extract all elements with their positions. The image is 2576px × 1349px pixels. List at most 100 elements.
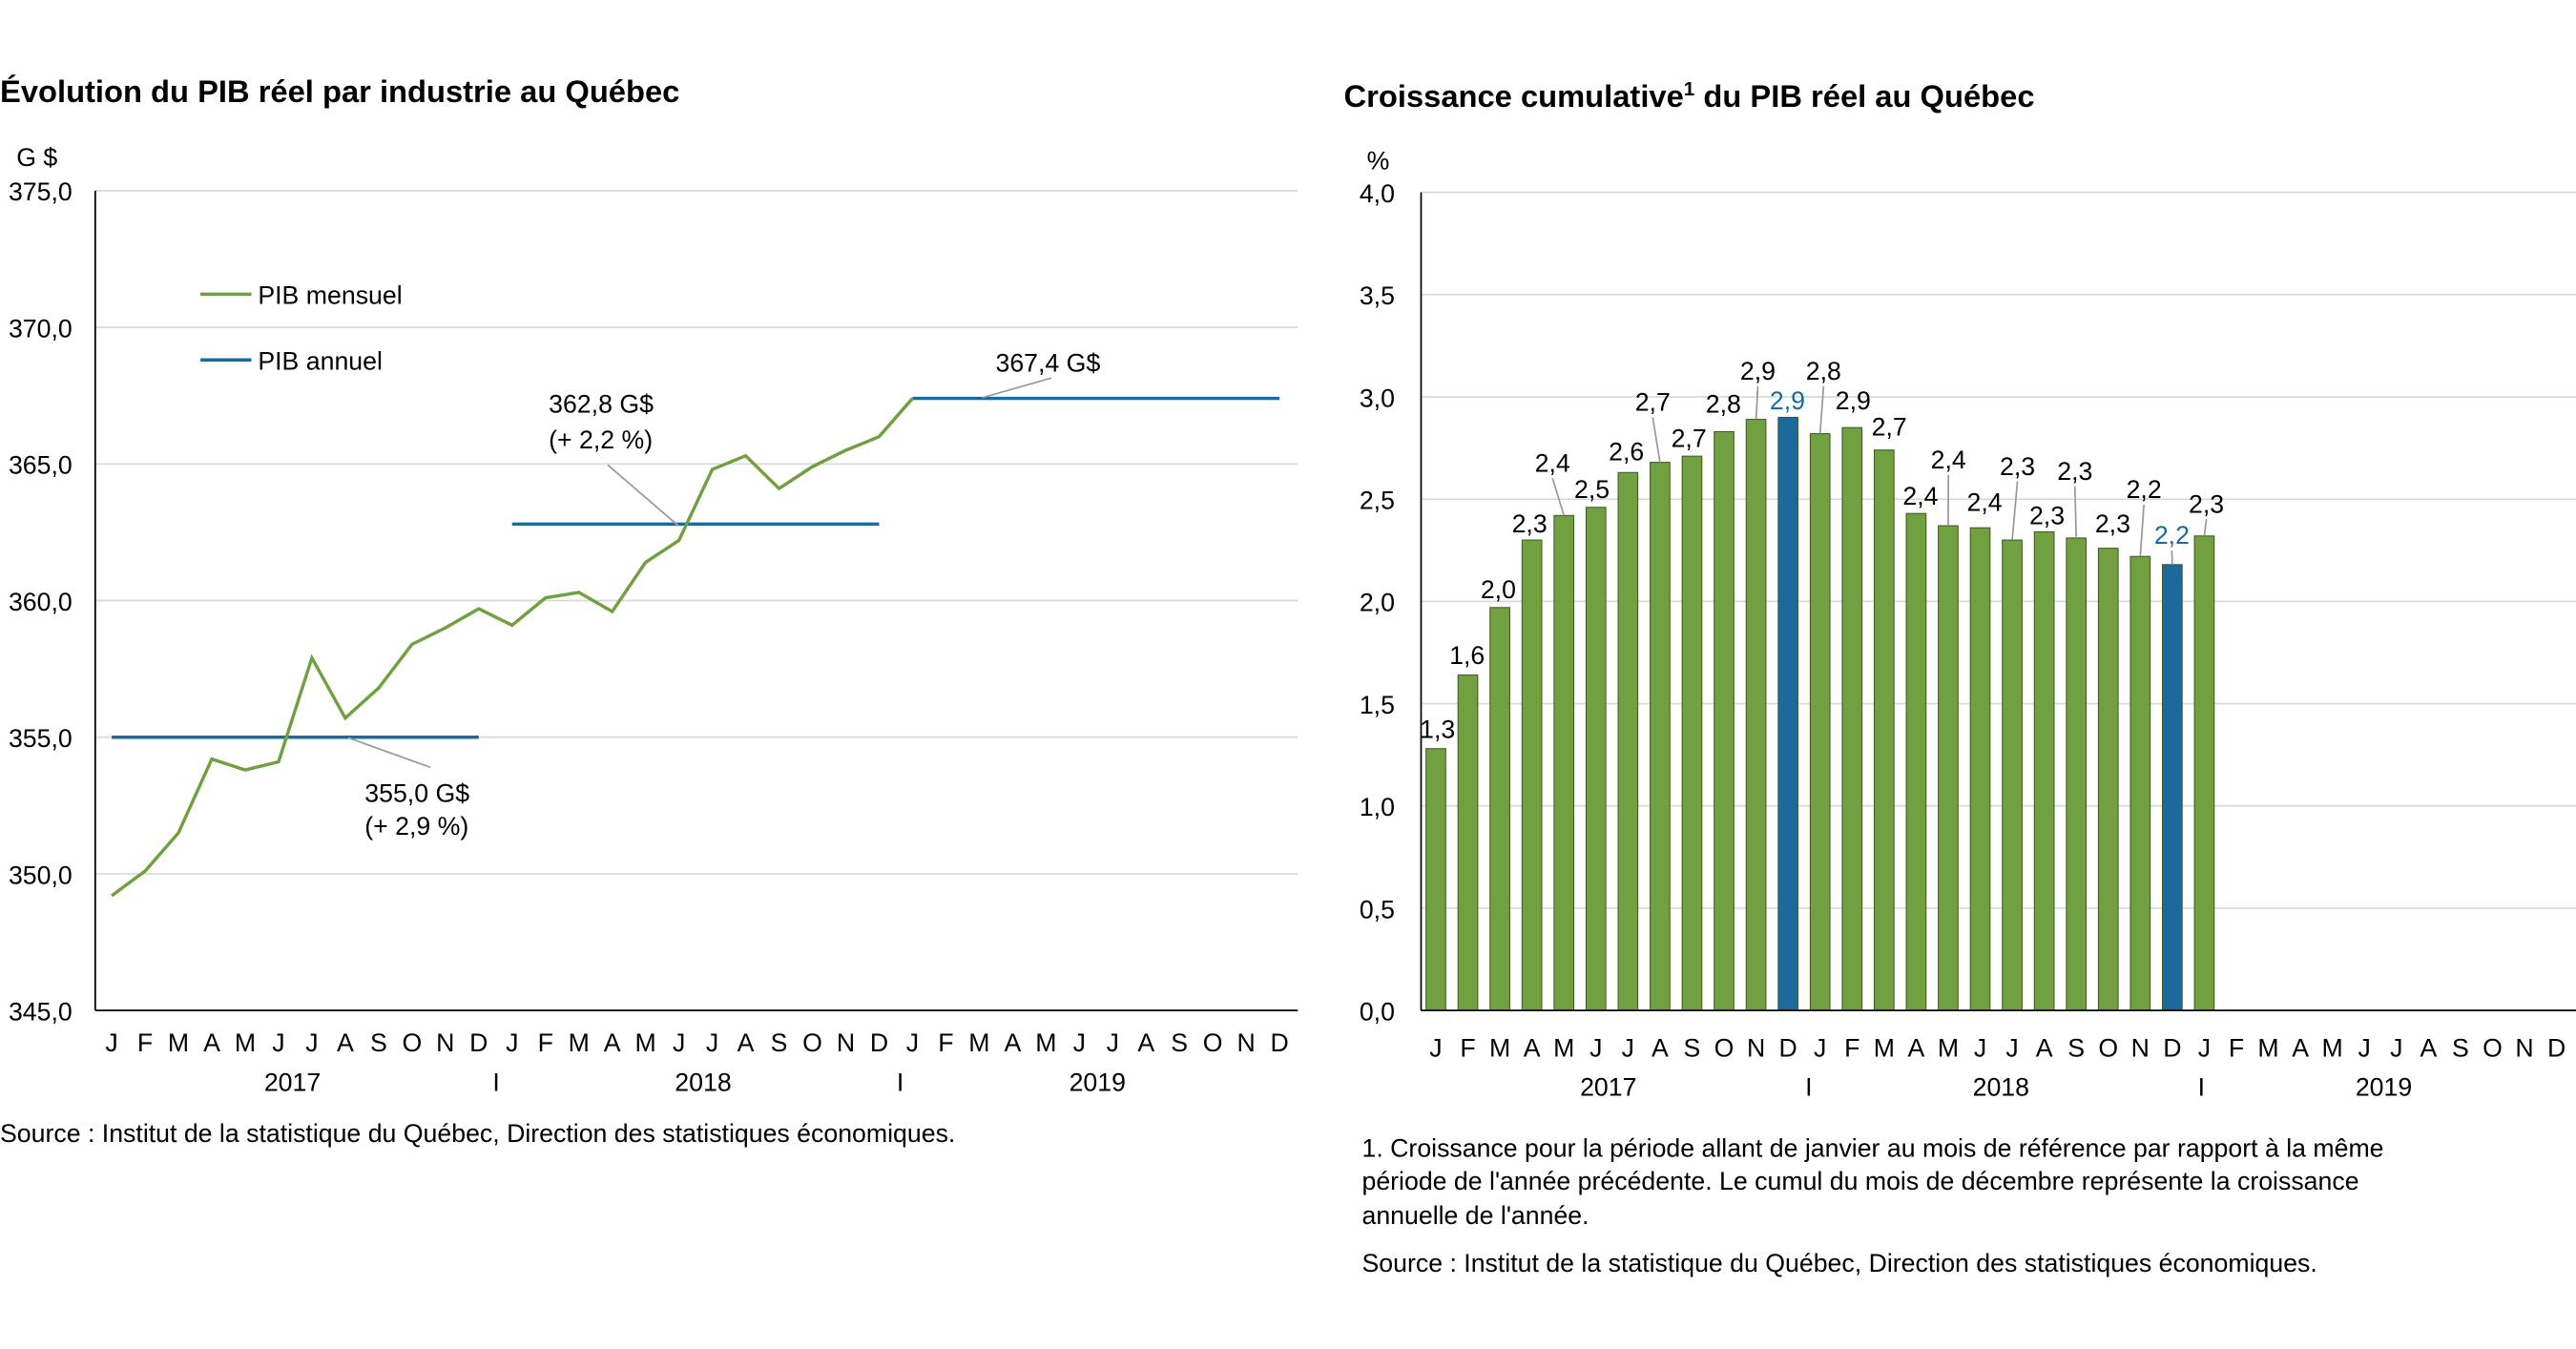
x-tick-label: F (538, 1028, 553, 1057)
leader-line (1652, 417, 1661, 463)
x-tick-label: S (370, 1028, 387, 1057)
x-tick-label: J (1107, 1028, 1119, 1057)
left-y-unit: G $ (16, 143, 57, 172)
y-tick-label: 2,5 (1360, 487, 1395, 515)
year-label: 2018 (1973, 1073, 2029, 1102)
data-label: 2,8 (1806, 357, 1841, 385)
bar (1553, 514, 1575, 1011)
x-tick-label: D (2163, 1033, 2181, 1062)
bar (1489, 607, 1510, 1011)
data-label: 2,3 (2057, 457, 2092, 486)
x-tick-label: N (436, 1028, 454, 1057)
x-tick-label: O (402, 1028, 422, 1057)
x-tick-label: M (635, 1028, 656, 1057)
annotation-2017: 355,0 G$ (+ 2,9 %) (347, 737, 469, 841)
x-tick-label: M (1938, 1033, 1959, 1062)
x-tick-label: S (2067, 1033, 2085, 1062)
x-tick-label: N (1747, 1033, 1765, 1062)
leader-line (2073, 486, 2078, 538)
left-chart: Évolution du PIB réel par industrie au Q… (0, 73, 1298, 1148)
legend-label-monthly: PIB mensuel (258, 281, 402, 310)
x-tick-label: J (2198, 1033, 2211, 1062)
leader-line (1818, 385, 1825, 434)
x-tick-label: O (2483, 1033, 2503, 1062)
leader-line (2011, 481, 2019, 541)
data-label: 2,4 (1535, 448, 1570, 477)
x-tick-label: A (604, 1028, 621, 1057)
data-label: 2,3 (2029, 501, 2065, 529)
y-tick-label: 4,0 (1360, 179, 1395, 208)
x-tick-label: A (2036, 1033, 2053, 1062)
bar (1841, 426, 1863, 1011)
footnote-line: annuelle de l'année. (1361, 1201, 1589, 1230)
data-label: 2,5 (1574, 475, 1610, 504)
year-separator: I (2198, 1073, 2205, 1102)
right-y-unit: % (1367, 147, 1390, 176)
y-tick-label: 345,0 (9, 997, 73, 1026)
annotation-2019: 367,4 G$ (982, 348, 1100, 399)
footnote-line: 1. Croissance pour la période allant de … (1361, 1133, 2383, 1162)
x-tick-label: A (203, 1028, 220, 1057)
bar (2033, 530, 2055, 1011)
y-tick-label: 375,0 (9, 177, 73, 206)
x-tick-label: F (1844, 1033, 1859, 1062)
x-tick-label: J (2358, 1033, 2371, 1062)
x-tick-label: M (1489, 1033, 1510, 1062)
bar (1617, 471, 1639, 1011)
annotation-growth: (+ 2,2 %) (549, 425, 653, 454)
bar (2097, 548, 2119, 1011)
x-tick-label: S (771, 1028, 788, 1057)
bar (2129, 555, 2151, 1011)
data-label: 2,7 (1672, 425, 1707, 453)
x-tick-label: M (569, 1028, 590, 1057)
x-tick-label: J (105, 1028, 117, 1057)
data-label: 2,9 (1770, 386, 1805, 415)
legend: PIB mensuel PIB annuel (200, 281, 403, 376)
bar (1457, 674, 1479, 1011)
x-tick-label: A (2292, 1033, 2309, 1062)
data-label: 2,4 (1967, 488, 2003, 517)
year-separator: I (492, 1069, 499, 1097)
x-tick-label: J (305, 1028, 318, 1057)
x-tick-label: A (1652, 1033, 1669, 1062)
x-tick-label: A (337, 1028, 354, 1057)
data-label: 2,3 (1512, 509, 1548, 538)
y-tick-label: 370,0 (9, 314, 73, 342)
x-tick-label: F (137, 1028, 153, 1057)
y-tick-label: 360,0 (9, 588, 73, 616)
x-tick-label: J (2390, 1033, 2402, 1062)
x-tick-label: J (1622, 1033, 1634, 1062)
bar-highlighted (2162, 564, 2183, 1011)
x-tick-label: S (1684, 1033, 1701, 1062)
data-label: 2,7 (1872, 412, 1907, 441)
data-label: 2,9 (1836, 386, 1871, 415)
x-tick-label: J (706, 1028, 718, 1057)
leader-line (982, 377, 1052, 399)
bar (2193, 535, 2215, 1011)
x-tick-label: D (870, 1028, 888, 1057)
right-source: Source : Institut de la statistique du Q… (1361, 1249, 2316, 1277)
leader-line (2203, 519, 2208, 536)
data-label: 2,3 (2095, 509, 2130, 538)
y-tick-label: 2,0 (1360, 589, 1395, 617)
x-tick-label: M (1874, 1033, 1895, 1062)
bar (1969, 527, 1991, 1011)
y-tick-label: 365,0 (9, 451, 73, 480)
x-tick-label: A (1524, 1033, 1541, 1062)
x-tick-label: J (906, 1028, 919, 1057)
data-label: 2,8 (1706, 389, 1741, 418)
left-chart-title: Évolution du PIB réel par industrie au Q… (0, 73, 679, 109)
x-tick-label: O (2098, 1033, 2118, 1062)
x-tick-label: S (1171, 1028, 1188, 1057)
data-label: 2,9 (1740, 357, 1776, 385)
x-tick-label: M (1035, 1028, 1056, 1057)
x-tick-label: F (938, 1028, 953, 1057)
x-tick-label: N (1237, 1028, 1256, 1057)
x-tick-label: J (1073, 1028, 1086, 1057)
footnote-line: période de l'année précédente. Le cumul … (1361, 1167, 2358, 1195)
data-label: 2,2 (2154, 521, 2190, 550)
data-label: 2,0 (1481, 575, 1516, 604)
x-tick-label: J (1974, 1033, 1986, 1062)
y-tick-label: 0,5 (1360, 895, 1395, 924)
year-label: 2019 (2356, 1073, 2412, 1102)
